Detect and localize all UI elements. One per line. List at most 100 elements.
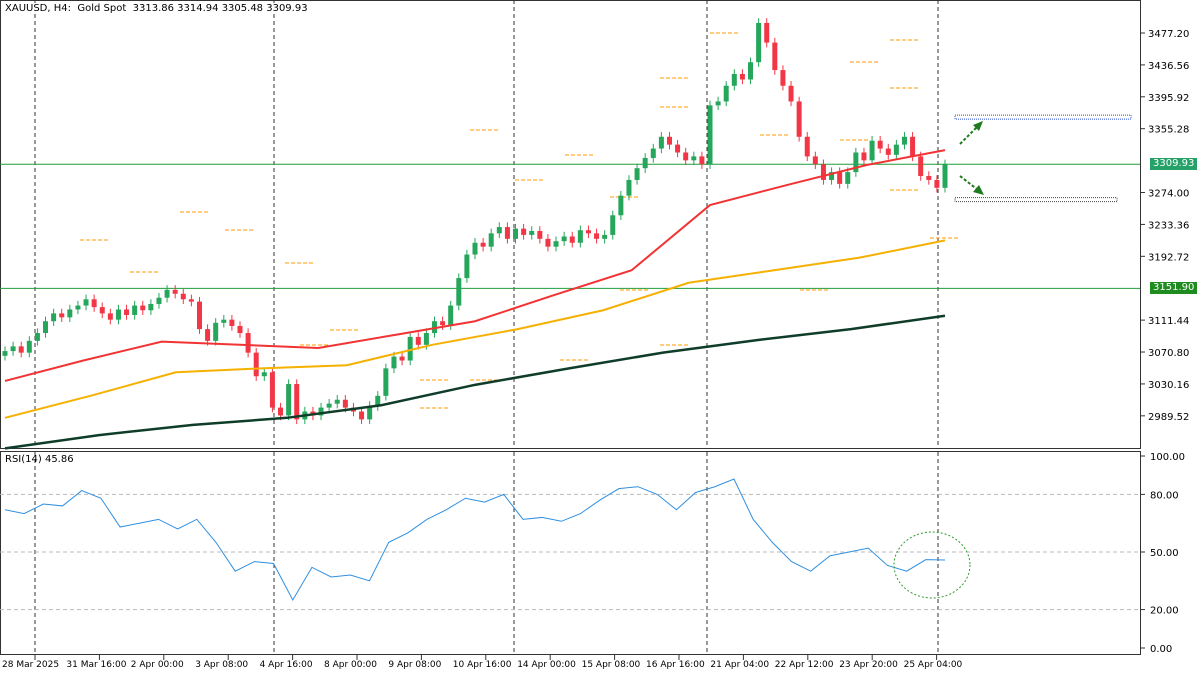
bullish-candle (561, 236, 567, 242)
bullish-candle (456, 278, 462, 306)
rsi-title: RSI(14) 45.86 (5, 454, 74, 465)
bearish-candle (18, 346, 24, 353)
arrow-up-icon (959, 125, 979, 145)
bearish-candle (537, 230, 543, 239)
current-price-label: 3151.90 (1150, 282, 1198, 295)
bearish-candle (569, 236, 575, 243)
main-pane-frame (0, 0, 1141, 449)
bearish-candle (440, 321, 446, 326)
time-tick-label: 14 Apr 00:00 (517, 660, 576, 670)
bearish-candle (934, 179, 940, 188)
rsi-tick-label: 50.00 (1150, 548, 1179, 559)
bearish-candle (780, 70, 786, 86)
bullish-candle (75, 305, 81, 310)
target-zone (954, 197, 1118, 203)
time-tick-label: 21 Apr 04:00 (710, 660, 769, 670)
target-zone (954, 114, 1132, 120)
time-tick-label: 2 Apr 00:00 (131, 660, 184, 670)
bullish-candle (383, 368, 389, 396)
bullish-candle (731, 73, 737, 86)
bearish-candle (910, 136, 916, 157)
bullish-candle (901, 136, 907, 145)
rsi-tick-label: 20.00 (1150, 606, 1179, 617)
bearish-candle (180, 293, 186, 300)
bearish-candle (99, 307, 105, 314)
arrow-down-icon (959, 175, 979, 191)
price-tick-label: 3274.00 (1148, 189, 1189, 200)
price-tick-label: 3436.56 (1148, 61, 1189, 72)
bullish-candle (658, 136, 664, 149)
bearish-candle (229, 319, 235, 326)
moving-average-slow (4, 314, 946, 450)
bullish-candle (43, 321, 49, 334)
bullish-candle (67, 309, 73, 318)
bearish-candle (504, 227, 510, 239)
bearish-candle (359, 411, 365, 420)
bullish-candle (893, 144, 899, 155)
bearish-candle (140, 305, 146, 311)
bearish-candle (245, 333, 251, 353)
bearish-candle (399, 356, 405, 361)
bearish-candle (172, 289, 178, 294)
time-tick-label: 28 Mar 2025 (2, 660, 59, 670)
bearish-candle (739, 73, 745, 80)
bullish-candle (626, 179, 632, 196)
bullish-candle (942, 164, 948, 188)
arrow-up-head (973, 121, 983, 131)
bearish-candle (278, 407, 284, 416)
price-tick-label: 3477.20 (1148, 29, 1189, 40)
bearish-candle (342, 399, 348, 408)
symbol-description: Gold Spot (77, 3, 127, 14)
bearish-candle (415, 336, 421, 345)
bearish-candle (269, 372, 275, 408)
bullish-candle (448, 305, 454, 326)
bullish-candle (845, 172, 851, 184)
bearish-candle (812, 156, 818, 165)
ohlc-readout: 3313.86 3314.94 3305.48 3309.93 (132, 3, 308, 14)
bullish-candle (577, 230, 583, 243)
bullish-candle (213, 322, 219, 341)
price-tick-label: 2989.52 (1148, 412, 1189, 423)
time-tick-label: 8 Apr 00:00 (324, 660, 377, 670)
bullish-candle (610, 215, 616, 235)
bullish-candle (375, 395, 381, 407)
bearish-candle (699, 156, 705, 165)
bearish-candle (683, 152, 689, 161)
time-tick-label: 9 Apr 08:00 (388, 660, 441, 670)
bullish-candle (691, 156, 697, 161)
time-tick-label: 4 Apr 16:00 (260, 660, 313, 670)
current-price-label: 3309.93 (1150, 158, 1198, 171)
time-tick-label: 16 Apr 16:00 (646, 660, 705, 670)
bullish-candle (756, 22, 762, 63)
bullish-candle (829, 172, 835, 180)
bearish-candle (253, 352, 259, 377)
bearish-candle (196, 301, 202, 330)
bearish-candle (772, 42, 778, 71)
bullish-candle (715, 101, 721, 106)
time-tick-label: 25 Apr 04:00 (904, 660, 963, 670)
bearish-candle (861, 152, 867, 161)
bearish-candle (796, 101, 802, 137)
highlight-circle (893, 531, 971, 599)
bullish-candle (431, 321, 437, 334)
bullish-candle (221, 319, 227, 323)
bullish-candle (634, 168, 640, 180)
symbol-label: XAUUSD, H4: (5, 3, 71, 14)
arrow-down-head (973, 185, 984, 195)
rsi-pane-frame (0, 451, 1141, 655)
bullish-candle (496, 227, 502, 234)
bullish-candle (132, 305, 138, 315)
bullish-candle (602, 234, 608, 239)
time-tick-label: 15 Apr 08:00 (582, 660, 641, 670)
bearish-candle (107, 313, 113, 320)
moving-average-fast (4, 149, 946, 382)
bearish-candle (675, 144, 681, 153)
bearish-candle (480, 242, 486, 247)
bullish-candle (407, 336, 413, 361)
bearish-candle (124, 309, 130, 315)
bearish-candle (188, 299, 194, 302)
bullish-candle (472, 242, 478, 255)
bullish-candle (488, 233, 494, 247)
price-tick-label: 3355.28 (1148, 125, 1189, 136)
